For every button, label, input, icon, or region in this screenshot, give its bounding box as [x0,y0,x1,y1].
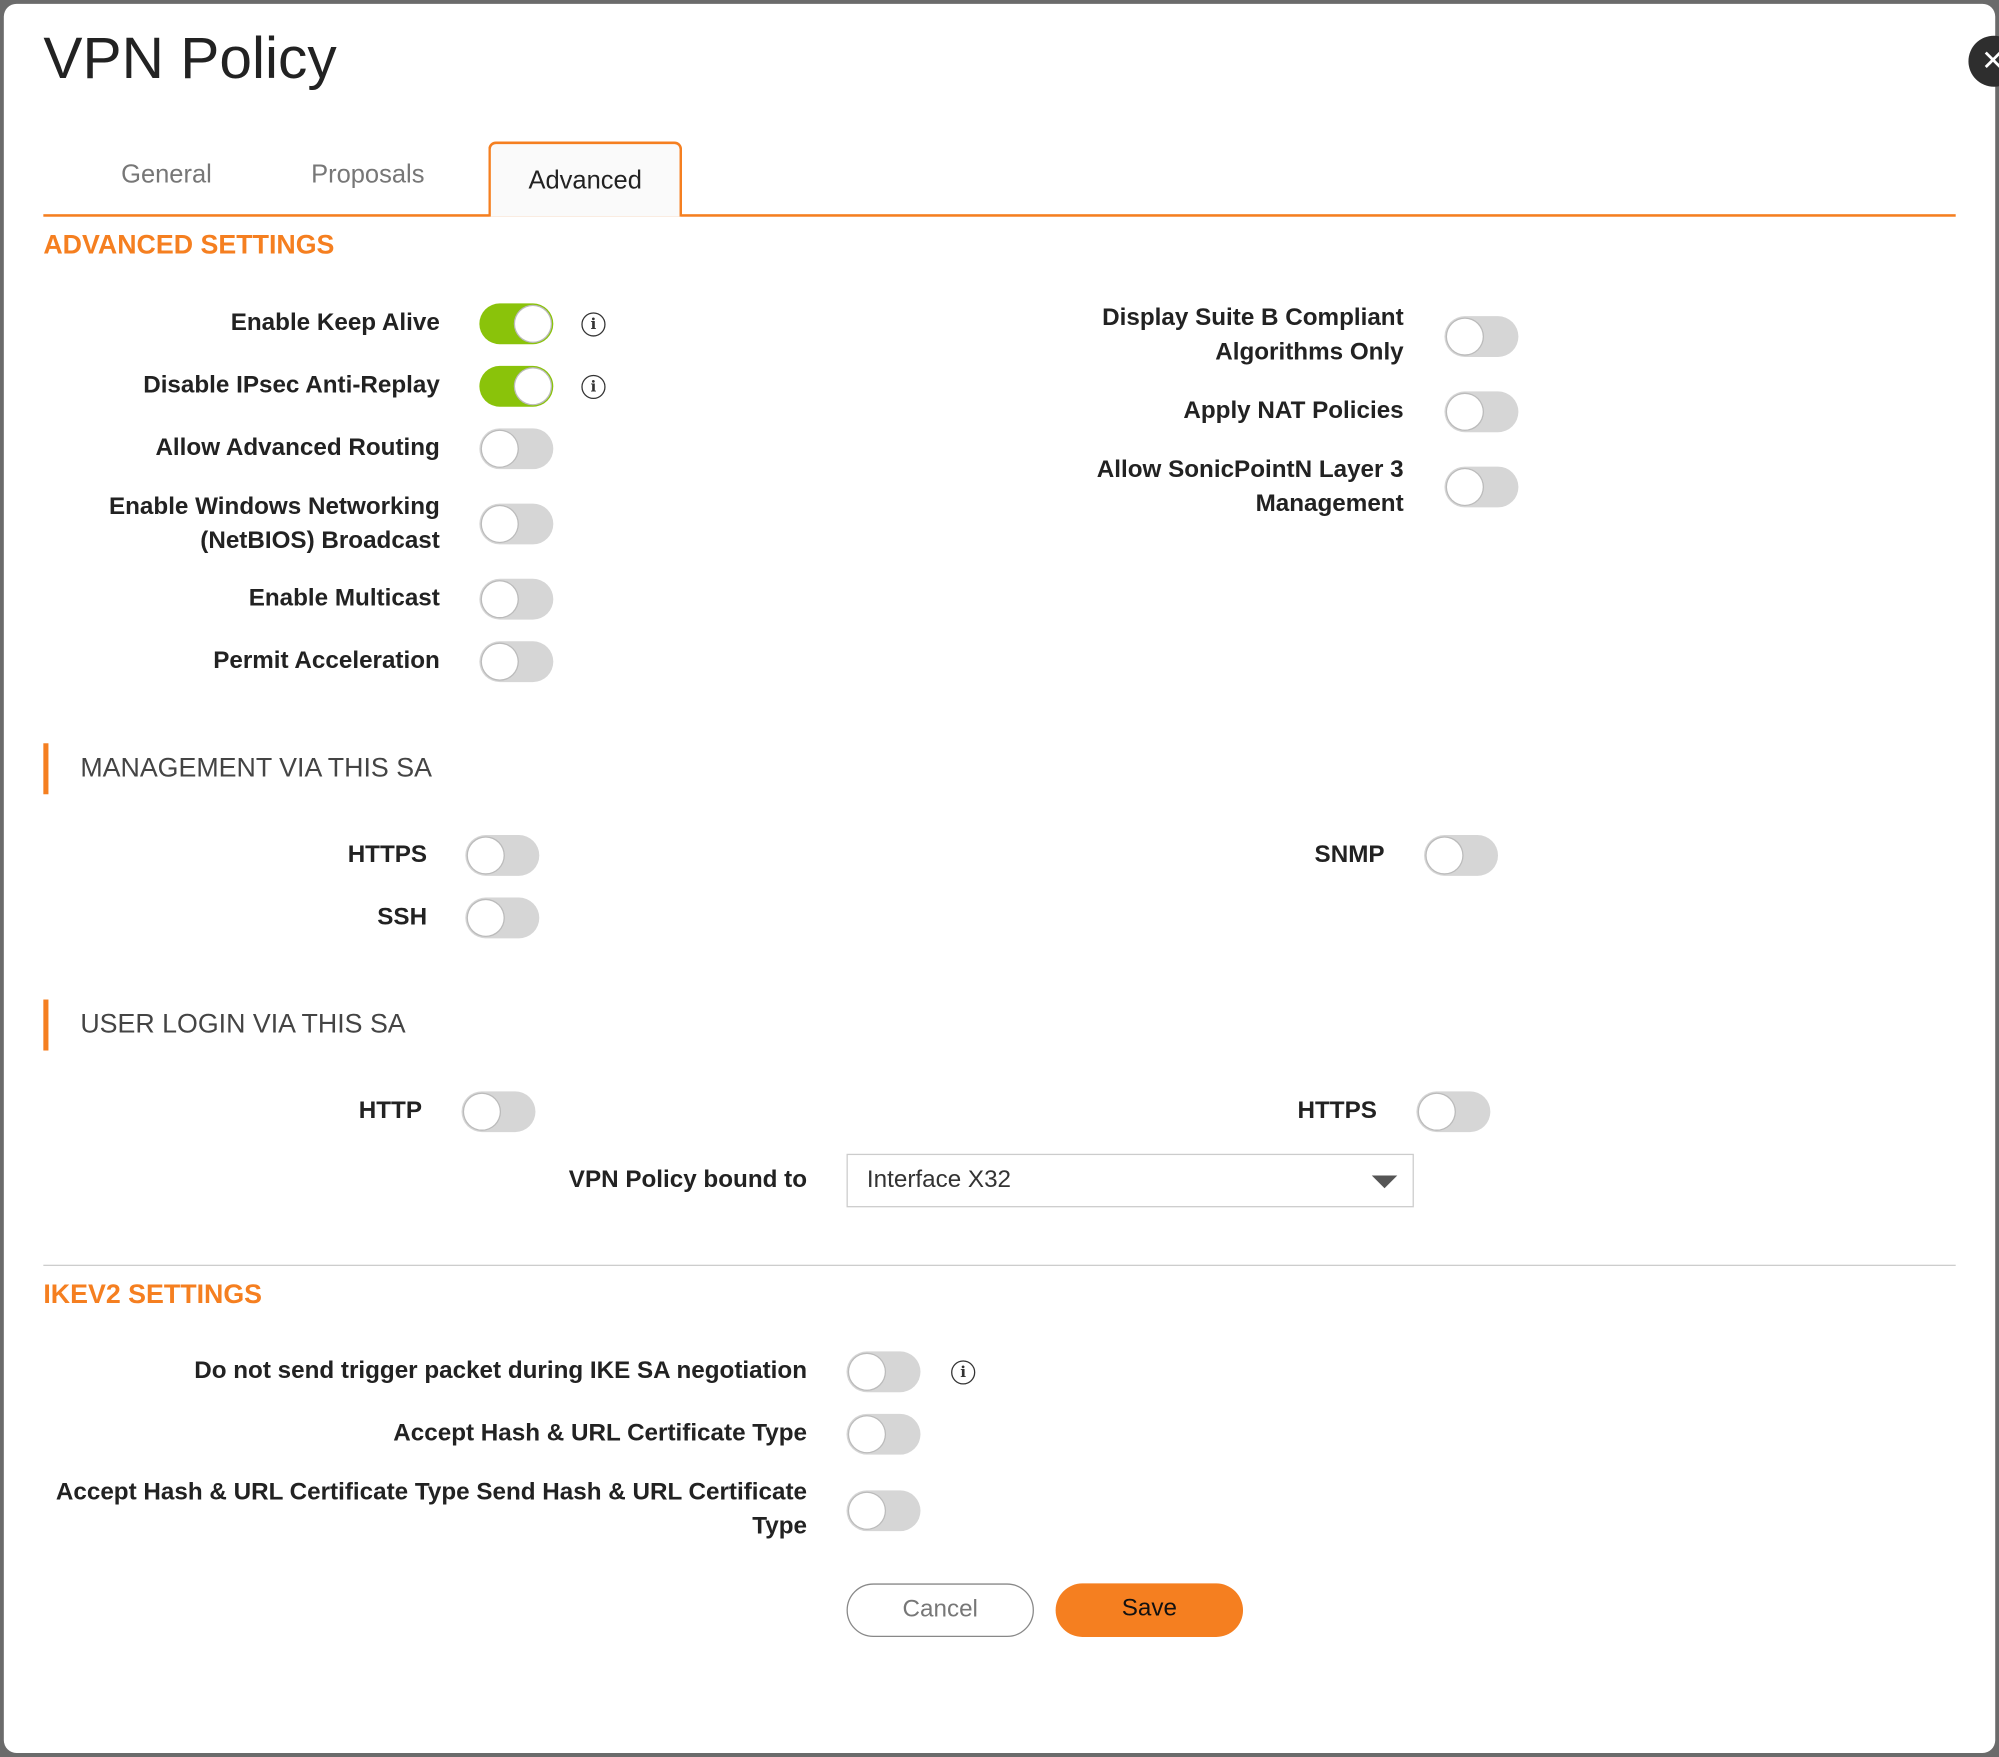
info-icon[interactable]: i [581,374,606,400]
send-hash-url-toggle[interactable] [846,1490,921,1532]
info-icon[interactable]: i [581,312,606,337]
tab-advanced[interactable]: Advanced [488,141,683,217]
permit-acceleration-label: Permit Acceleration [213,647,440,675]
keep-alive-toggle[interactable] [479,303,554,345]
anti-replay-label: Disable IPsec Anti-Replay [143,372,440,400]
suite-b-toggle[interactable] [1444,316,1519,357]
advanced-routing-toggle[interactable] [479,428,554,470]
tab-divider [43,214,1956,217]
trigger-packet-toggle[interactable] [846,1351,921,1393]
keep-alive-label: Enable Keep Alive [230,309,440,337]
trigger-packet-label: Do not send trigger packet during IKE SA… [194,1357,808,1385]
mgmt-ssh-label: SSH [377,903,428,931]
management-heading: MANAGEMENT VIA THIS SA [80,753,432,783]
advanced-routing-label: Allow Advanced Routing [155,434,440,462]
bound-to-label: VPN Policy bound to [568,1166,808,1194]
mgmt-https-toggle[interactable] [465,835,540,876]
cancel-button[interactable]: Cancel [846,1583,1034,1637]
mgmt-https-label: HTTPS [347,841,428,869]
section-divider [43,1264,1956,1266]
mgmt-snmp-toggle[interactable] [1424,835,1499,876]
mgmt-ssh-toggle[interactable] [465,897,540,939]
bound-to-value: Interface X32 [866,1166,1012,1194]
tab-general[interactable]: General [121,160,212,189]
mgmt-snmp-label: SNMP [1314,841,1385,869]
login-https-toggle[interactable] [1416,1091,1491,1133]
multicast-label: Enable Multicast [248,585,440,612]
advanced-settings-heading: ADVANCED SETTINGS [43,230,335,261]
send-hash-url-label: Accept Hash & URL Certificate Type Send … [55,1478,808,1541]
bound-to-select[interactable]: Interface X32 [846,1153,1414,1208]
netbios-toggle[interactable] [479,503,554,545]
accept-hash-url-toggle[interactable] [846,1413,921,1455]
section-accent-bar [43,999,49,1051]
section-accent-bar [43,743,49,795]
anti-replay-toggle[interactable] [479,365,554,407]
nat-policies-label: Apply NAT Policies [1183,397,1404,425]
caret-down-icon [1371,1175,1398,1189]
login-https-label: HTTPS [1297,1097,1377,1125]
sonicpoint-toggle[interactable] [1444,466,1519,508]
netbios-label: Enable Windows Networking (NetBIOS) Broa… [108,493,440,555]
page-title: VPN Policy [43,24,337,91]
user-login-heading: USER LOGIN VIA THIS SA [80,1009,406,1040]
ikev2-heading: IKEV2 SETTINGS [43,1279,263,1310]
multicast-toggle[interactable] [479,578,554,620]
login-http-label: HTTP [358,1097,422,1125]
save-button[interactable]: Save [1055,1583,1244,1637]
info-icon[interactable]: i [951,1360,976,1385]
suite-b-label: Display Suite B Compliant Algorithms Onl… [1102,304,1404,366]
accept-hash-url-label: Accept Hash & URL Certificate Type [393,1420,808,1448]
permit-acceleration-toggle[interactable] [479,641,554,683]
vpn-policy-dialog [3,3,1996,1753]
login-http-toggle[interactable] [461,1091,536,1133]
nat-policies-toggle[interactable] [1444,391,1519,433]
tab-proposals[interactable]: Proposals [311,160,425,189]
sonicpoint-label: Allow SonicPointN Layer 3 Management [1096,456,1404,518]
